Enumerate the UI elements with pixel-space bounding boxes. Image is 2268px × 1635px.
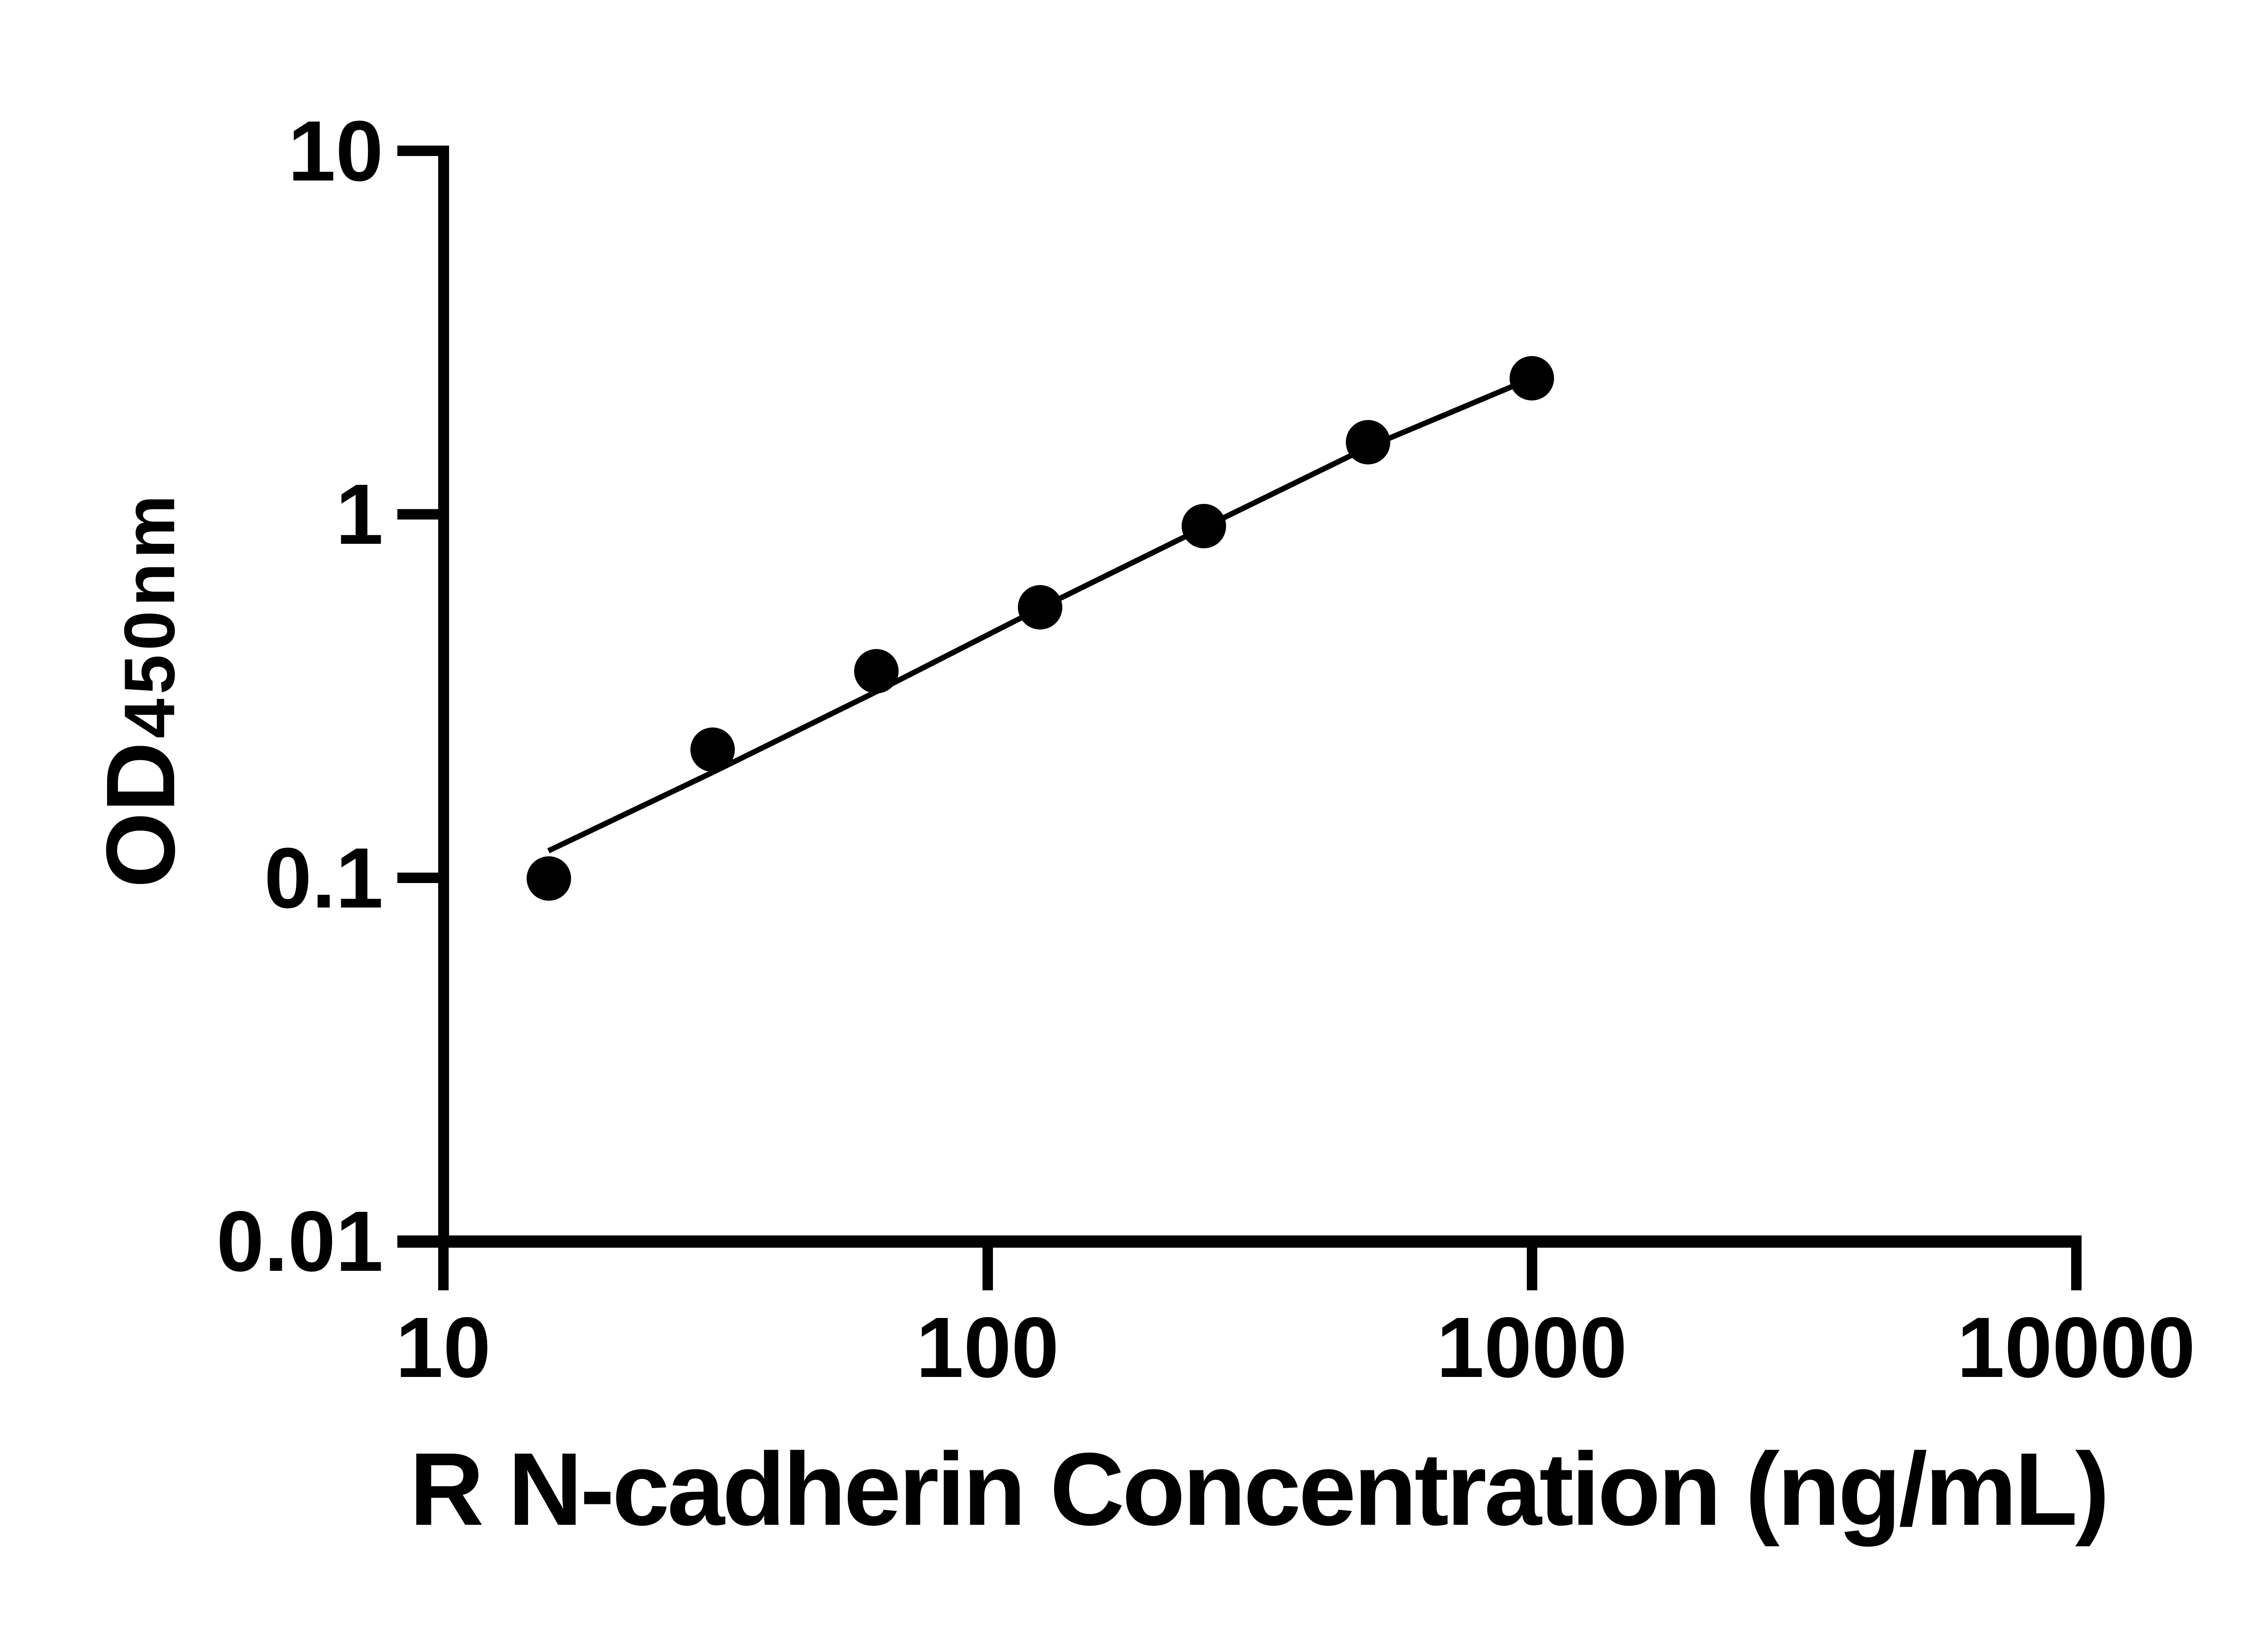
svg-text:10000: 10000 (1957, 1300, 2195, 1396)
svg-text:R N-cadherin Concentration (ng: R N-cadherin Concentration (ng/mL) (409, 1432, 2107, 1547)
svg-text:10: 10 (288, 103, 383, 199)
svg-text:0.1: 0.1 (264, 830, 383, 926)
svg-text:OD450nm: OD450nm (86, 491, 195, 888)
svg-text:100: 100 (916, 1300, 1059, 1396)
svg-text:0.01: 0.01 (216, 1194, 383, 1289)
svg-text:10: 10 (396, 1300, 491, 1396)
svg-text:1000: 1000 (1437, 1300, 1627, 1396)
svg-text:1: 1 (336, 467, 383, 562)
